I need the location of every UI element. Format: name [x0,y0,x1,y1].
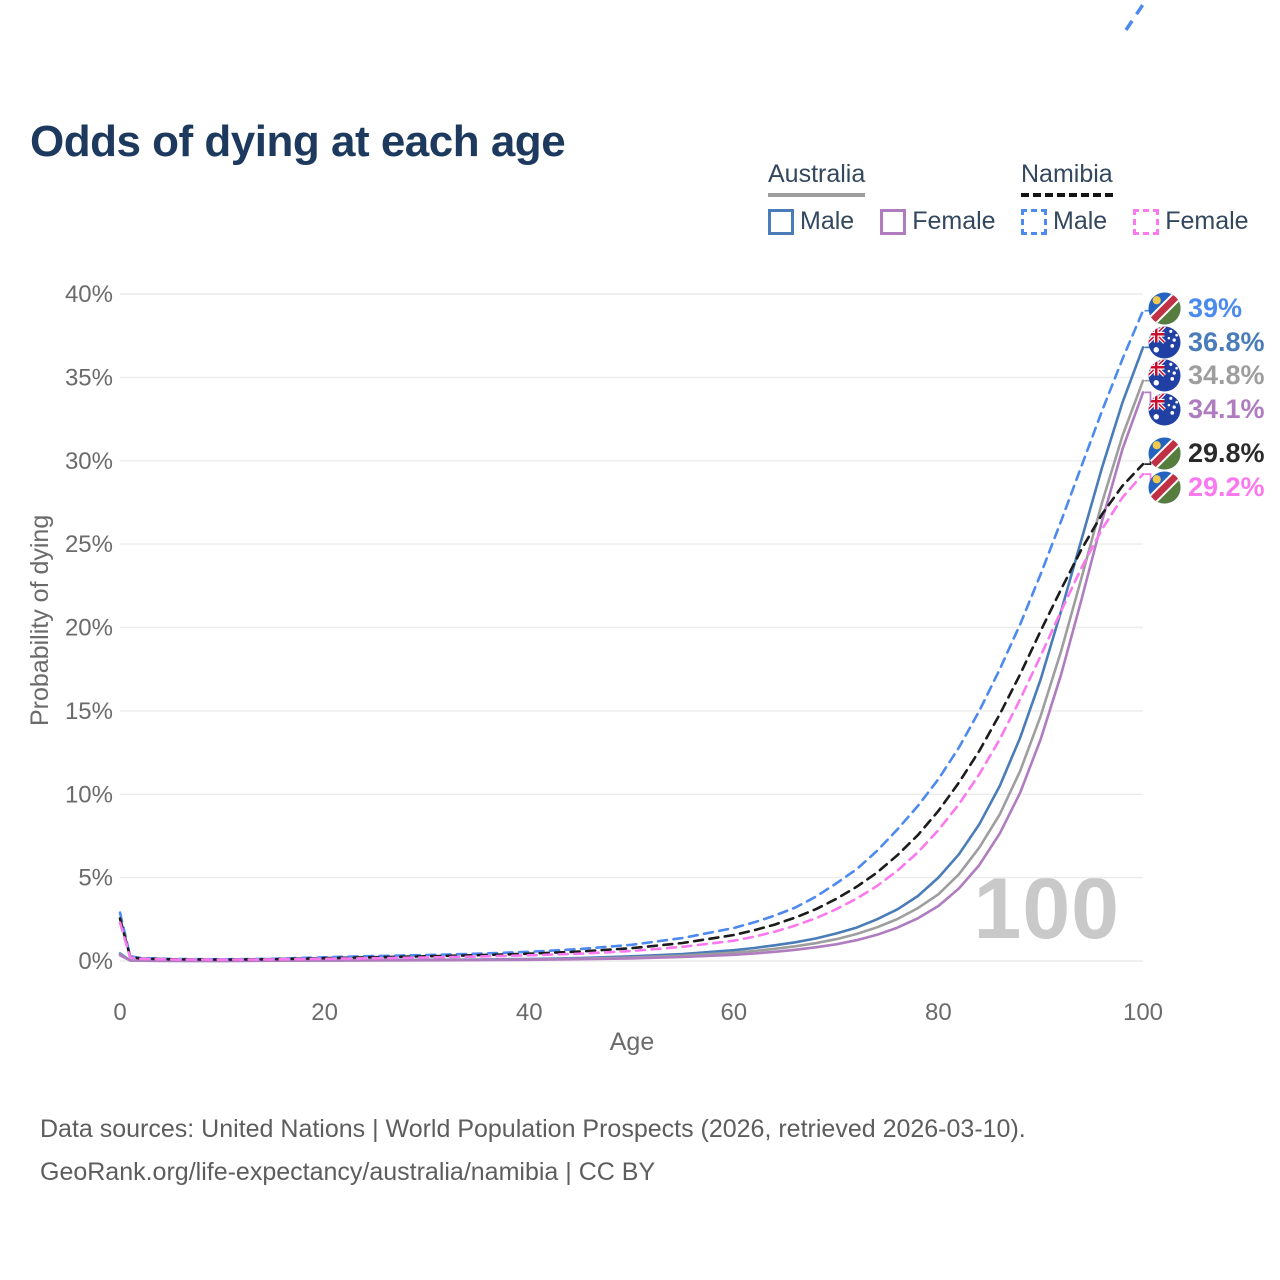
age-watermark: 100 [973,861,1120,957]
legend-header-australia: Australia [768,160,866,197]
y-tick-label: 35% [65,364,113,391]
footer: Data sources: United Nations | World Pop… [40,1108,1026,1194]
y-tick-label: 5% [78,865,113,892]
y-tick-label: 30% [65,448,113,475]
end-label-namibia-male: 39% [1148,291,1242,325]
legend-item-australia-female: Female [880,207,996,236]
australia-female-swatch-icon [880,208,907,235]
legend-item-namibia-male: Male [1021,207,1107,236]
line-nam-both [118,462,1145,961]
x-tick-label: 100 [1123,999,1163,1026]
x-tick-label: 20 [311,999,338,1026]
end-label-value: 29.2% [1188,471,1265,502]
x-axis-title: Age [609,1028,655,1056]
legend-label: Female [1165,207,1249,235]
end-label-value: 34.1% [1188,393,1265,424]
y-tick-label: 20% [65,615,113,642]
legend-label: Female [912,207,996,235]
australia-male-swatch-icon [768,208,794,235]
end-label-australia-both: 34.8% [1148,358,1265,392]
legend-item-australia-male: Male [768,207,854,236]
page-title: Odds of dying at each age [30,117,566,167]
australia-flag-icon [1148,326,1181,359]
end-label-value: 36.8% [1188,326,1265,357]
namibia-flag-icon [1148,292,1181,325]
line-nam-female [118,472,1145,961]
x-tick-label: 60 [720,999,747,1026]
namibia-female-swatch-icon [1133,208,1160,235]
end-label-namibia-female: 29.2% [1148,470,1265,504]
y-axis-title: Probability of dying [26,514,54,726]
x-tick-label: 0 [113,999,126,1026]
legend-label: Male [800,207,855,235]
australia-flag-icon [1148,359,1181,392]
legend-label: Male [1053,207,1108,235]
end-label-value: 29.8% [1188,437,1265,468]
y-tick-label: 0% [78,948,113,975]
y-tick-label: 10% [65,781,113,808]
end-label-namibia-both: 29.8% [1148,436,1265,470]
end-label-value: 34.8% [1188,359,1265,390]
x-tick-label: 80 [925,999,952,1026]
corner-line-fragment [1124,0,1149,31]
legend-item-namibia-female: Female [1133,207,1249,236]
line-aus-female [118,391,1145,963]
y-tick-label: 25% [65,531,113,558]
legend-group-namibia: Namibia Male Female [1021,160,1249,236]
namibia-flag-icon [1148,471,1181,504]
namibia-flag-icon [1148,437,1181,470]
line-nam-male [118,309,1145,961]
legend-group-australia: Australia Male Female [768,160,996,236]
y-tick-label: 40% [65,281,113,308]
end-label-australia-female: 34.1% [1148,392,1265,426]
legend: Australia Male Female Namibia Male Femal… [768,160,1254,240]
australia-flag-icon [1148,393,1181,426]
line-aus-male [118,346,1145,963]
end-label-value: 39% [1188,292,1243,323]
legend-header-namibia: Namibia [1021,160,1113,197]
end-label-australia-male: 36.8% [1148,325,1265,359]
attribution-line: GeoRank.org/life-expectancy/australia/na… [40,1158,656,1186]
line-aus-both [118,379,1145,963]
namibia-male-swatch-icon [1021,208,1047,235]
y-tick-label: 15% [65,698,113,725]
data-sources-line: Data sources: United Nations | World Pop… [40,1115,1026,1143]
x-tick-label: 40 [516,999,543,1026]
